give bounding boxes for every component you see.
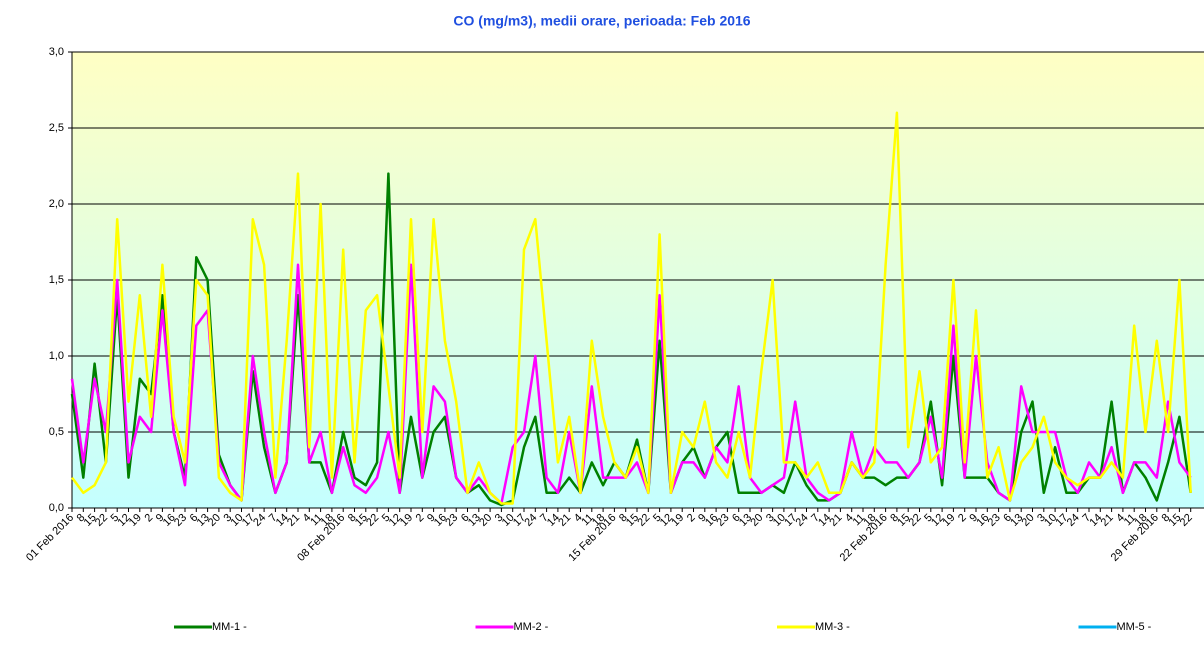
y-tick-label: 1,5 xyxy=(49,274,64,286)
x-tick-label: 22 xyxy=(907,512,924,529)
x-tick-label: 19 xyxy=(669,512,686,529)
x-tick-label: 20 xyxy=(748,512,765,529)
x-tick-label: 19 xyxy=(398,512,415,529)
y-tick-label: 2,0 xyxy=(49,198,64,210)
y-tick-label: 0,5 xyxy=(49,426,64,438)
x-tick-label: 23 xyxy=(714,512,731,529)
legend-label: MM-2 - xyxy=(514,621,549,633)
x-tick-label: 2 xyxy=(685,512,698,525)
x-tick-label: 22 xyxy=(1178,512,1195,529)
series-line xyxy=(70,111,1192,505)
x-tick-label: 24 xyxy=(251,512,268,529)
x-tick-label: 2 xyxy=(414,512,427,525)
x-tick-label: 01 Feb 2016 xyxy=(24,512,76,564)
x-tick-label: 24 xyxy=(794,512,811,529)
x-tick-label: 2 xyxy=(142,512,155,525)
x-tick-label: 20 xyxy=(1020,512,1037,529)
x-tick-label: 20 xyxy=(477,512,494,529)
chart-title: CO (mg/m3), medii orare, perioada: Feb 2… xyxy=(453,13,750,29)
legend-label: MM-5 - xyxy=(1117,621,1152,633)
y-tick-label: 0,0 xyxy=(49,502,64,514)
x-tick-label: 21 xyxy=(556,512,573,529)
x-tick-label: 22 xyxy=(364,512,381,529)
x-tick-label: 22 xyxy=(93,512,110,529)
x-tick-label: 24 xyxy=(522,512,539,529)
x-tick-label: 21 xyxy=(1099,512,1116,529)
y-tick-label: 3,0 xyxy=(49,46,64,58)
x-tick-label: 21 xyxy=(827,512,844,529)
x-tick-label: 23 xyxy=(986,512,1003,529)
x-tick-label: 19 xyxy=(940,512,957,529)
x-tick-label: 2 xyxy=(956,512,969,525)
x-tick-label: 21 xyxy=(285,512,302,529)
series-line xyxy=(70,263,1192,505)
x-tick-label: 19 xyxy=(127,512,144,529)
x-tick-label: 23 xyxy=(443,512,460,529)
y-tick-label: 1,0 xyxy=(49,350,64,362)
x-tick-label: 22 xyxy=(635,512,652,529)
legend-label: MM-1 - xyxy=(212,621,247,633)
legend-label: MM-3 - xyxy=(815,621,850,633)
x-tick-label: 23 xyxy=(172,512,189,529)
x-tick-label: 20 xyxy=(206,512,223,529)
x-tick-label: 24 xyxy=(1065,512,1082,529)
y-tick-label: 2,5 xyxy=(49,122,64,134)
